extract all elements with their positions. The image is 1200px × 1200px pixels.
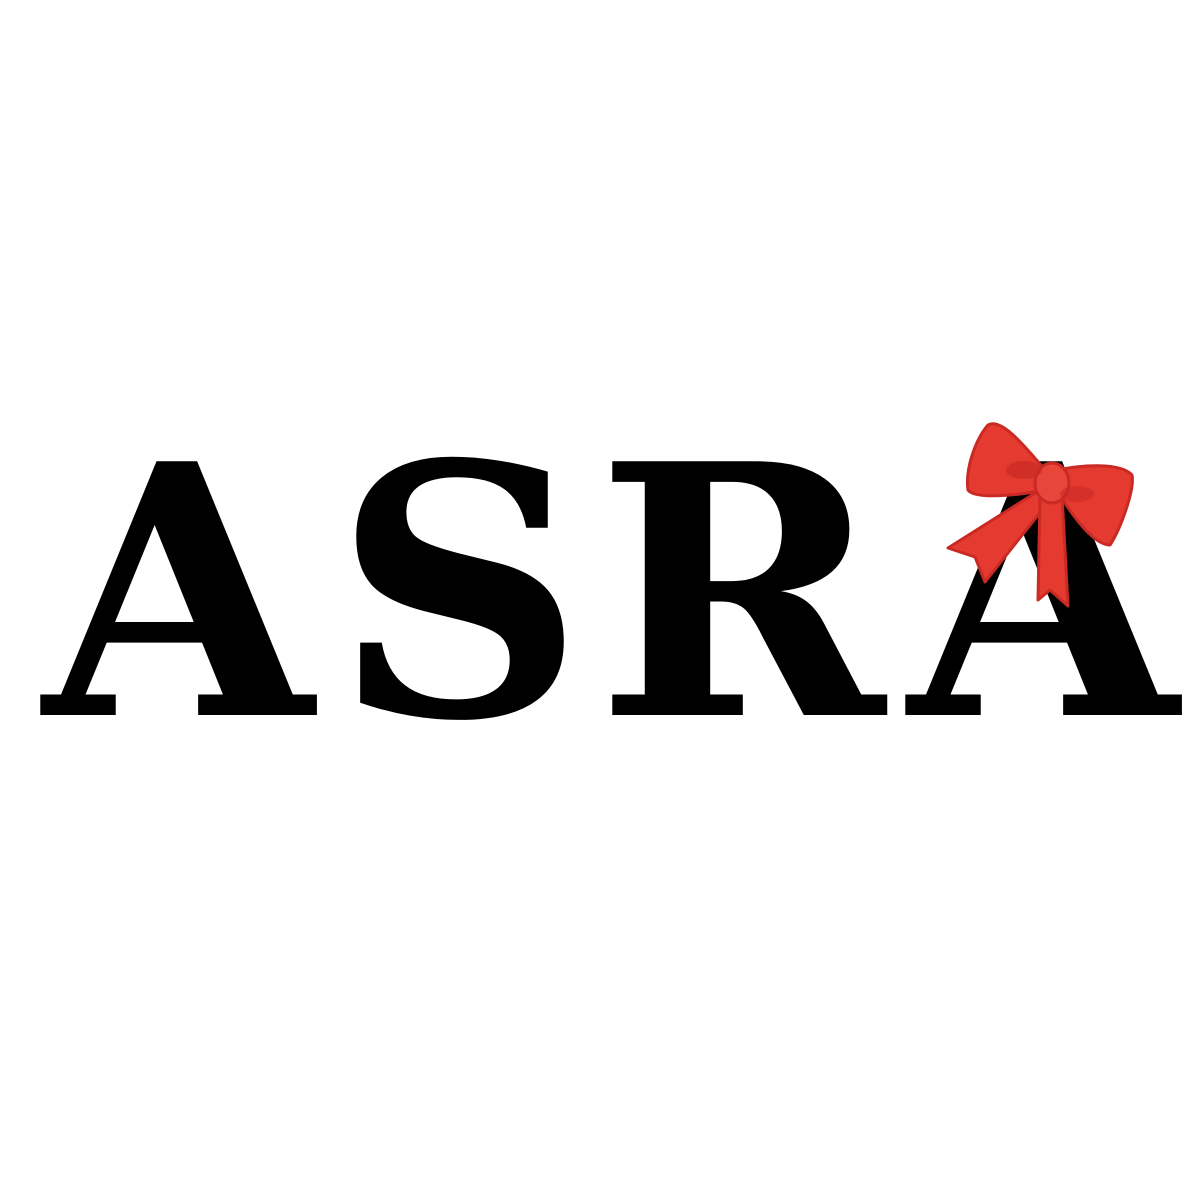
logo-letter-s: S [333,389,585,798]
logo-letter-a: A [43,389,314,798]
logo-letter-r: R [596,389,886,798]
